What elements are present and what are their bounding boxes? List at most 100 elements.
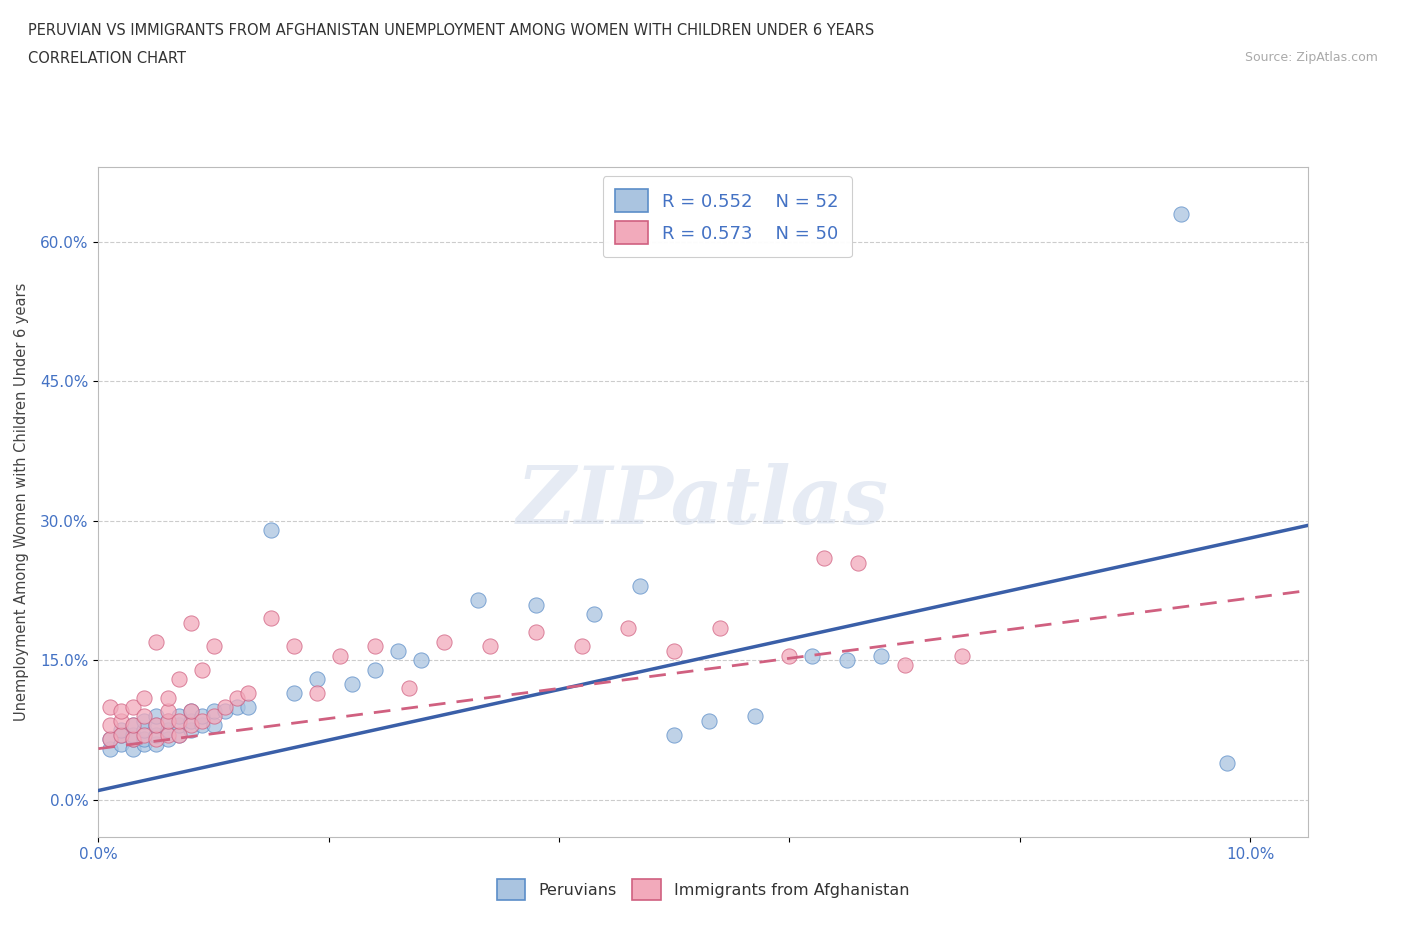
Point (110, 737, 132, 751)
Point (697, 713, 720, 728)
Point (180, 704, 202, 719)
Text: PERUVIAN VS IMMIGRANTS FROM AFGHANISTAN UNEMPLOYMENT AMONG WOMEN WITH CHILDREN U: PERUVIAN VS IMMIGRANTS FROM AFGHANISTAN … (28, 23, 875, 38)
Point (709, 620, 731, 635)
Point (801, 648, 824, 663)
Point (98, 732, 121, 747)
Point (778, 648, 800, 663)
Point (813, 551, 835, 565)
Point (283, 685, 305, 700)
Point (283, 639, 305, 654)
Point (110, 727, 132, 742)
Legend: Peruvians, Immigrants from Afghanistan: Peruvians, Immigrants from Afghanistan (486, 870, 920, 910)
Text: CORRELATION CHART: CORRELATION CHART (28, 51, 186, 66)
Point (145, 718, 167, 733)
Point (145, 727, 167, 742)
Point (156, 723, 179, 737)
Point (122, 718, 145, 733)
Point (433, 634, 456, 649)
Point (110, 704, 132, 719)
Y-axis label: Unemployment Among Women with Children Under 6 years: Unemployment Among Women with Children U… (14, 283, 30, 722)
Point (1170, 206, 1192, 221)
Point (1216, 755, 1239, 770)
Point (180, 704, 202, 719)
Point (156, 727, 179, 742)
Point (364, 639, 387, 654)
Point (180, 723, 202, 737)
Point (202, 718, 225, 733)
Point (617, 620, 640, 635)
Point (156, 713, 179, 728)
Point (134, 732, 156, 747)
Point (191, 709, 214, 724)
Point (134, 737, 156, 751)
Point (145, 709, 167, 724)
Point (167, 671, 190, 686)
Point (571, 639, 593, 654)
Point (664, 727, 686, 742)
Point (122, 727, 145, 742)
Point (307, 671, 329, 686)
Point (214, 704, 236, 719)
Point (98, 699, 121, 714)
Point (191, 713, 214, 728)
Point (409, 653, 432, 668)
Point (225, 690, 247, 705)
Point (167, 727, 190, 742)
Point (122, 741, 145, 756)
Point (134, 690, 156, 705)
Point (156, 732, 179, 747)
Point (225, 699, 247, 714)
Point (110, 727, 132, 742)
Point (145, 732, 167, 747)
Point (835, 653, 858, 668)
Point (260, 611, 283, 626)
Point (180, 718, 202, 733)
Point (582, 606, 605, 621)
Point (145, 737, 167, 751)
Point (167, 709, 190, 724)
Point (191, 662, 214, 677)
Point (134, 727, 156, 742)
Text: Source: ZipAtlas.com: Source: ZipAtlas.com (1244, 51, 1378, 64)
Point (307, 685, 329, 700)
Point (98, 732, 121, 747)
Point (870, 648, 893, 663)
Point (191, 718, 214, 733)
Point (167, 718, 190, 733)
Point (156, 704, 179, 719)
Point (98, 718, 121, 733)
Point (664, 644, 686, 658)
Point (260, 523, 283, 538)
Point (524, 625, 547, 640)
Point (202, 704, 225, 719)
Point (122, 732, 145, 747)
Point (122, 732, 145, 747)
Point (467, 592, 489, 607)
Point (145, 718, 167, 733)
Point (156, 690, 179, 705)
Point (134, 709, 156, 724)
Point (329, 648, 352, 663)
Point (134, 723, 156, 737)
Point (950, 648, 973, 663)
Point (180, 713, 202, 728)
Point (340, 676, 363, 691)
Point (236, 699, 259, 714)
Point (236, 685, 259, 700)
Point (744, 709, 766, 724)
Point (122, 699, 145, 714)
Point (202, 709, 225, 724)
Point (156, 713, 179, 728)
Point (364, 662, 387, 677)
Point (387, 644, 409, 658)
Point (524, 597, 547, 612)
Text: ZIPatlas: ZIPatlas (517, 463, 889, 541)
Point (145, 634, 167, 649)
Point (110, 713, 132, 728)
Point (628, 578, 651, 593)
Point (478, 639, 501, 654)
Point (180, 616, 202, 631)
Point (167, 727, 190, 742)
Point (893, 658, 915, 672)
Point (110, 723, 132, 737)
